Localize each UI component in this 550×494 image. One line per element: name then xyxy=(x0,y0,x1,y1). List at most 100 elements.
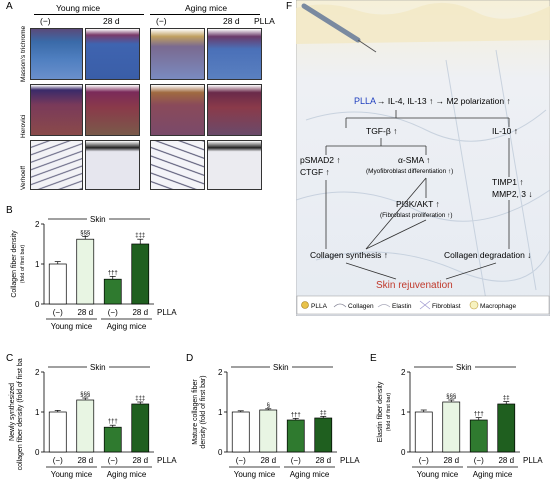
panel-e-letter: E xyxy=(370,353,377,364)
chart-title: Skin xyxy=(90,215,106,224)
bar xyxy=(131,243,150,305)
x-tick-label: 28 d xyxy=(315,456,331,465)
bar xyxy=(497,403,516,453)
aging-group-label: Aging mice xyxy=(107,470,147,479)
young-group-label: Young mice xyxy=(51,470,93,479)
x-tick-label: 28 d xyxy=(443,456,459,465)
plla-label-a: PLLA xyxy=(254,16,275,26)
significance-label: §§§ xyxy=(446,394,456,400)
masson-aging-28d-image xyxy=(207,28,262,80)
bar xyxy=(103,278,122,305)
synthesis-node: Collagen synthesis ↑ xyxy=(310,250,388,260)
x-tick-label: 28 d xyxy=(132,308,148,317)
bar xyxy=(314,417,333,453)
fibroblast-legend-icon xyxy=(419,300,431,310)
y-tick-label: 0 xyxy=(218,448,223,457)
significance-label: ††† xyxy=(291,412,301,418)
plla-label: PLLA xyxy=(157,456,177,465)
collagen-legend-icon xyxy=(333,303,347,308)
mmp-node: MMP2, 3 ↓ xyxy=(492,189,533,199)
verhoeff-young-28d-image xyxy=(85,140,140,190)
young-group-line xyxy=(34,14,144,15)
y-tick-label: 0 xyxy=(35,448,40,457)
aging-group-label: Aging mice xyxy=(473,470,513,479)
diagram-background xyxy=(296,0,550,316)
y-axis-label-2: collagen fiber density (fold of first ba… xyxy=(17,358,24,470)
significance-label: ‡‡‡ xyxy=(135,396,145,402)
verhoeff-aging-28d-image xyxy=(207,140,262,190)
bar xyxy=(48,411,67,453)
elastin-legend-icon xyxy=(377,304,391,308)
chart-title: Skin xyxy=(456,363,472,372)
x-tick-label: (−) xyxy=(108,308,118,317)
degradation-node: Collagen degradation ↓ xyxy=(444,250,531,260)
y-axis-label-2: density (fold of first bar) xyxy=(200,375,207,448)
y-axis-label-group: Newly synthesized collagen fiber density … xyxy=(9,358,24,470)
masson-young-28d-image xyxy=(85,28,140,80)
epidermis-layer xyxy=(296,2,550,44)
timp-node: TIMP1 ↑ xyxy=(492,177,524,187)
significance-label: ††† xyxy=(474,412,484,418)
pi3k-sub-node: (Fibroblast proliferation ↑) xyxy=(380,212,452,219)
young-group-label: Young mice xyxy=(234,470,276,479)
bar xyxy=(259,409,278,453)
y-axis-sublabel: (fold of first bar) xyxy=(20,245,26,284)
legend-fibroblast: Fibroblast xyxy=(432,303,461,310)
y-axis-label: Collagen fiber density xyxy=(11,230,18,298)
legend-macrophage: Macrophage xyxy=(480,303,517,310)
y-axis-label-group: Elastin fiber density (fold of first bar) xyxy=(377,381,392,442)
row-label-herovici: Herovici xyxy=(20,114,27,138)
bar xyxy=(131,403,150,453)
bar xyxy=(286,419,305,453)
bar xyxy=(414,411,433,453)
col-young-minus: (−) xyxy=(40,16,51,26)
plla-label: PLLA xyxy=(523,456,543,465)
x-tick-label: (−) xyxy=(108,456,118,465)
significance-label: §§§ xyxy=(80,230,90,236)
chart-title: Skin xyxy=(273,363,289,372)
chart-e: Skin 0 1 2 Elastin fiber density (fold of fir… xyxy=(377,363,543,479)
panel-a-letter: A xyxy=(6,1,13,12)
row-label-masson: Masson's trichrome xyxy=(20,25,27,82)
bar xyxy=(76,399,95,453)
significance-label: ‡‡ xyxy=(503,396,510,402)
x-tick-label: 28 d xyxy=(77,308,93,317)
row-label-verhoeff: Verhoeff xyxy=(20,165,27,190)
psmad-node: pSMAD2 ↑ xyxy=(300,155,341,165)
col-aging-minus: (−) xyxy=(156,16,167,26)
syringe-icon xyxy=(301,3,377,53)
il4-node: → IL-4, IL-13 ↑ → M2 polarization ↑ xyxy=(377,96,511,106)
legend-elastin: Elastin xyxy=(392,303,412,310)
aging-group-line xyxy=(150,14,260,15)
herovici-young-28d-image xyxy=(85,84,140,136)
y-tick-label: 1 xyxy=(35,260,40,269)
bar xyxy=(231,411,250,453)
y-axis-sublabel: (fold of first bar) xyxy=(386,393,392,432)
asma-sub-node: (Myofibroblast differentiation ↑) xyxy=(366,168,453,175)
bar xyxy=(103,426,122,453)
chart-title: Skin xyxy=(90,363,106,372)
y-tick-label: 0 xyxy=(35,300,40,309)
panel-f-letter: F xyxy=(286,1,293,12)
y-tick-label: 2 xyxy=(35,220,40,229)
significance-label: ‡‡‡ xyxy=(135,233,145,239)
plla-legend-icon xyxy=(301,301,309,309)
verhoeff-young-control-image xyxy=(30,140,83,190)
verhoeff-aging-control-image xyxy=(150,140,205,190)
bar xyxy=(48,263,67,305)
significance-label: §§§ xyxy=(80,392,90,398)
aging-group-label: Aging mice xyxy=(107,322,147,331)
x-tick-label: (−) xyxy=(236,456,246,465)
y-axis-label: Mature collagen fiber xyxy=(192,379,199,445)
herovici-young-control-image xyxy=(30,84,83,136)
plla-label: PLLA xyxy=(157,308,177,317)
x-tick-label: (−) xyxy=(474,456,484,465)
pi3k-node: PI3K/AKT ↑ xyxy=(396,199,440,209)
x-tick-label: 28 d xyxy=(132,456,148,465)
significance-label: ‡‡ xyxy=(320,410,327,416)
young-group-label: Young mice xyxy=(51,322,93,331)
y-axis-label: Elastin fiber density xyxy=(377,381,384,442)
panel-d-letter: D xyxy=(186,353,194,364)
panel-c-letter: C xyxy=(6,353,14,364)
x-tick-label: (−) xyxy=(53,308,63,317)
